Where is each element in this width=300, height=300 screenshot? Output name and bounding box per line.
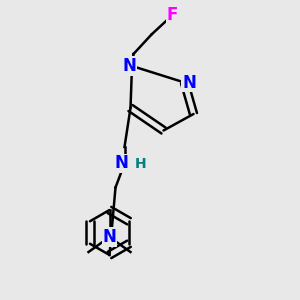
Text: H: H [135, 157, 147, 170]
Text: N: N [122, 57, 136, 75]
Text: N: N [182, 74, 196, 92]
Text: N: N [103, 228, 116, 246]
Text: N: N [115, 154, 128, 172]
Text: F: F [167, 6, 178, 24]
